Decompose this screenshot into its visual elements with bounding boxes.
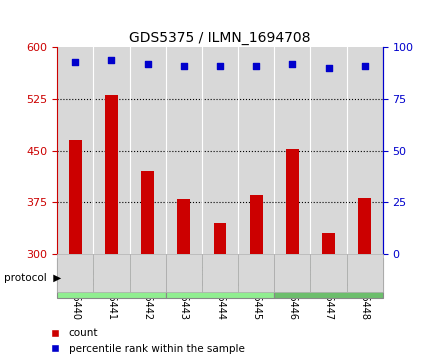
Bar: [311, 254, 347, 292]
Bar: [347, 254, 383, 292]
Text: protocol  ▶: protocol ▶: [4, 273, 62, 283]
Point: [144, 61, 151, 67]
Text: empty vector
shRNA control: empty vector shRNA control: [77, 267, 146, 289]
Point: [108, 57, 115, 62]
Bar: [238, 254, 274, 292]
Point: [325, 65, 332, 71]
Bar: [57, 254, 93, 292]
Point: [216, 63, 224, 69]
Bar: [69, 140, 82, 254]
Legend: count, percentile rank within the sample: count, percentile rank within the sample: [40, 324, 249, 358]
Bar: [166, 254, 202, 292]
Point: [289, 61, 296, 67]
Bar: [129, 254, 166, 292]
Bar: [274, 254, 311, 292]
Bar: [250, 195, 263, 254]
Bar: [177, 199, 190, 254]
Text: shDEK17 shRNA
knockdown: shDEK17 shRNA knockdown: [289, 267, 368, 289]
Bar: [214, 223, 226, 254]
Bar: [202, 254, 238, 292]
Point: [180, 63, 187, 69]
Bar: [57, 258, 166, 298]
Bar: [322, 233, 335, 254]
Point: [72, 59, 79, 65]
Bar: [105, 95, 118, 254]
Point: [361, 63, 368, 69]
Bar: [274, 258, 383, 298]
Bar: [286, 149, 299, 254]
Bar: [359, 197, 371, 254]
Bar: [166, 258, 274, 298]
Bar: [93, 254, 129, 292]
Point: [253, 63, 260, 69]
Text: shDEK14 shRNA
knockdown: shDEK14 shRNA knockdown: [180, 267, 260, 289]
Bar: [141, 171, 154, 254]
Title: GDS5375 / ILMN_1694708: GDS5375 / ILMN_1694708: [129, 31, 311, 45]
